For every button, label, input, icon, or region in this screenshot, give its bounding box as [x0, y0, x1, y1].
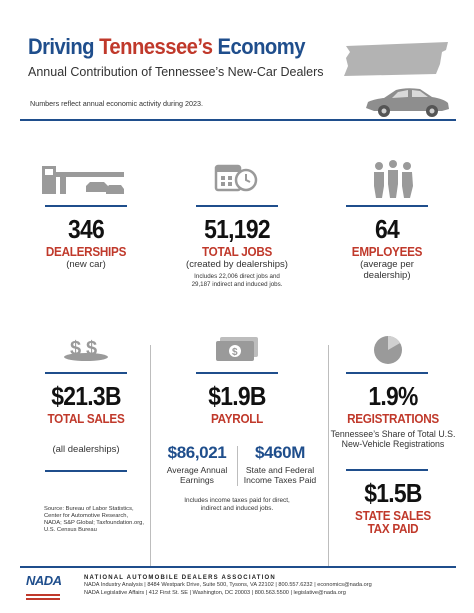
employees-label: EMPLOYEES	[351, 244, 423, 259]
employees-divider	[346, 205, 428, 207]
registrations-divider	[346, 372, 428, 374]
dealerships-stat: 346 DEALERSHIPS (new car)	[25, 214, 147, 270]
header-divider	[20, 119, 456, 121]
employees-stat: 64 EMPLOYEES (average per dealership)	[326, 214, 448, 281]
nada-logo-text: NADA	[26, 573, 62, 588]
payroll-label: PAYROLL	[210, 411, 264, 426]
registrations-label: REGISTRATIONS	[347, 411, 439, 426]
pie-chart-icon	[374, 336, 402, 364]
average-earnings-value: $86,021	[167, 443, 227, 462]
registrations-stat: 1.9% REGISTRATIONS Tennessee’s Share of …	[330, 381, 456, 449]
dealership-building-icon	[42, 166, 124, 194]
dealerships-label: DEALERSHIPS	[45, 244, 127, 259]
sources-note: Source: Bureau of Labor Statistics, Cent…	[44, 506, 148, 534]
nada-logo-stripes-icon	[26, 594, 60, 600]
total-sales-value: $21.3B	[51, 381, 121, 411]
employees-sub-1: (average per	[360, 259, 414, 270]
dealerships-sub: (new car)	[66, 259, 106, 270]
total-jobs-sub: (created by dealerships)	[186, 259, 288, 270]
money-dollar-icon: $ $	[64, 338, 108, 361]
total-sales-stat: $21.3B TOTAL SALES	[22, 381, 150, 426]
cash-bill-icon: $	[216, 337, 258, 361]
income-taxes-value: $460M	[255, 443, 305, 462]
payroll-inner-divider	[237, 446, 238, 486]
income-taxes-label-2: Income Taxes Paid	[243, 475, 317, 485]
title-word-economy: Economy	[217, 34, 306, 59]
employees-value: 64	[374, 214, 400, 244]
sales-tax-label-1: STATE SALES	[355, 508, 431, 523]
registrations-bottom-divider	[346, 469, 428, 471]
nada-logo: NADA	[26, 573, 62, 606]
svg-text:$: $	[70, 338, 81, 360]
calendar-clock-icon	[214, 164, 258, 192]
total-jobs-stat: 51,192 TOTAL JOBS (created by dealership…	[170, 214, 304, 289]
title-word-state: Tennessee’s	[99, 34, 213, 59]
sales-tax-value: $1.5B	[364, 478, 422, 508]
average-earnings-stat: $86,021 Average Annual Earnings	[160, 443, 234, 485]
sales-divider	[45, 372, 127, 374]
page-subtitle: Annual Contribution of Tennessee’s New-C…	[28, 65, 324, 79]
sales-tax-label-2: TAX PAID	[367, 521, 419, 536]
footer-divider	[20, 566, 456, 568]
dealerships-value: 346	[67, 214, 105, 244]
tennessee-map-icon	[344, 42, 448, 76]
income-taxes-label-1: State and Federal	[245, 465, 315, 475]
registrations-sub-1: Tennessee’s Share of Total U.S.	[330, 429, 456, 439]
footer-line-2: NADA Legislative Affairs | 412 First St.…	[84, 590, 346, 596]
title-word-driving: Driving	[28, 34, 95, 59]
payroll-value: $1.9B	[208, 381, 266, 411]
people-icon	[374, 160, 413, 198]
employees-sub-2: dealership)	[363, 270, 411, 281]
income-taxes-stat: $460M State and Federal Income Taxes Pai…	[240, 443, 320, 485]
source-line-2: Center for Automotive Research,	[44, 513, 129, 519]
registrations-value: 1.9%	[368, 381, 418, 411]
source-line-4: U.S. Census Bureau	[44, 527, 97, 533]
car-icon	[366, 88, 449, 117]
svg-text:$: $	[86, 338, 97, 360]
footer-contact: NATIONAL AUTOMOBILE DEALERS ASSOCIATION …	[84, 575, 372, 597]
registrations-sub-2: New-Vehicle Registrations	[341, 439, 445, 449]
source-line-3: NADA; S&P Global; Taxfoundation.org,	[44, 520, 145, 526]
total-jobs-label: TOTAL JOBS	[201, 244, 273, 259]
page-title: Driving Tennessee’s Economy	[28, 34, 305, 60]
total-jobs-detail-2: 29,187 indirect and induced jobs.	[191, 281, 283, 288]
data-year-note: Numbers reflect annual economic activity…	[30, 99, 203, 108]
payroll-stat: $1.9B PAYROLL	[170, 381, 304, 426]
dealerships-divider	[45, 205, 127, 207]
sales-bottom-divider	[45, 470, 127, 472]
footer-line-1: NADA Industry Analysis | 8484 Westpark D…	[84, 582, 372, 588]
column-divider-left	[150, 345, 151, 567]
total-sales-sub: (all dealerships)	[52, 444, 120, 455]
footer-org-name: NATIONAL AUTOMOBILE DEALERS ASSOCIATION	[84, 575, 276, 581]
average-earnings-label-2: Earnings	[180, 475, 214, 485]
payroll-divider	[196, 372, 278, 374]
total-sales-label: TOTAL SALES	[47, 411, 125, 426]
average-earnings-label-1: Average Annual	[166, 465, 228, 475]
total-jobs-detail-1: Includes 22,006 direct jobs and	[194, 273, 280, 280]
svg-text:$: $	[232, 347, 238, 358]
payroll-detail: Includes income taxes paid for direct, i…	[170, 497, 304, 513]
payroll-detail-1: Includes income taxes paid for direct,	[184, 497, 290, 504]
source-line-1: Source: Bureau of Labor Statistics,	[44, 506, 134, 512]
column-divider-right	[328, 345, 329, 567]
payroll-detail-2: indirect and induced jobs.	[200, 505, 274, 512]
total-jobs-value: 51,192	[204, 214, 270, 244]
jobs-divider	[196, 205, 278, 207]
sales-tax-stat: $1.5B STATE SALES TAX PAID	[330, 478, 456, 536]
